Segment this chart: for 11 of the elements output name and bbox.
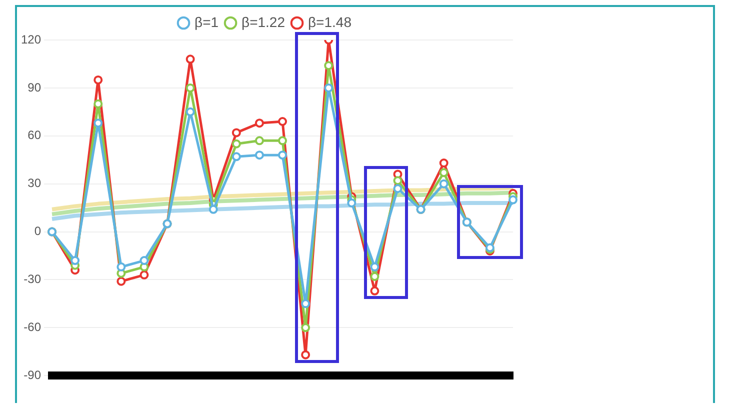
y-tick-label: 60 [28, 128, 42, 142]
y-tick-label: -30 [24, 272, 42, 286]
y-tick-label: 0 [34, 224, 42, 238]
y-tick-label: -90 [24, 368, 42, 382]
legend-label: β=1 [194, 14, 219, 30]
legend-label: β=1.48 [308, 14, 352, 30]
y-tick-label: 90 [28, 80, 42, 94]
legend-label: β=1.22 [242, 14, 286, 30]
y-tick-label: -60 [24, 320, 42, 334]
y-tick-label: 30 [28, 176, 42, 190]
y-tick-label: 120 [20, 32, 42, 46]
